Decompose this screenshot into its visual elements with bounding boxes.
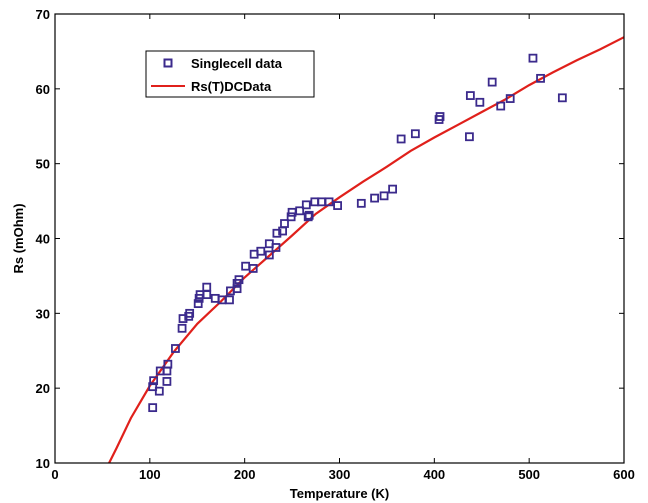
y-tick-label: 60 bbox=[36, 82, 50, 97]
data-point bbox=[396, 134, 406, 144]
x-tick-label: 300 bbox=[329, 467, 351, 482]
x-tick-label: 500 bbox=[518, 467, 540, 482]
data-point bbox=[303, 212, 313, 222]
y-tick-label: 70 bbox=[36, 7, 50, 22]
data-point bbox=[505, 94, 515, 103]
data-point bbox=[286, 212, 296, 222]
data-point bbox=[264, 250, 274, 260]
x-tick-label: 100 bbox=[139, 467, 161, 482]
data-point bbox=[193, 299, 203, 309]
legend-label-rs-dc: Rs(T)DCData bbox=[191, 79, 272, 94]
data-point bbox=[356, 198, 366, 208]
data-point bbox=[202, 290, 212, 300]
y-tick-label: 10 bbox=[36, 456, 50, 471]
data-point bbox=[272, 228, 282, 238]
data-point bbox=[148, 382, 158, 392]
data-point bbox=[185, 308, 195, 318]
plot-data-layer bbox=[108, 36, 625, 464]
data-point bbox=[295, 206, 305, 216]
x-tick-label: 400 bbox=[423, 467, 445, 482]
data-point bbox=[301, 200, 311, 210]
data-point bbox=[410, 129, 420, 139]
data-point bbox=[370, 193, 379, 203]
data-point bbox=[280, 219, 289, 228]
data-point bbox=[379, 191, 389, 201]
y-tick-label: 40 bbox=[36, 232, 50, 247]
data-point bbox=[149, 376, 159, 386]
data-point bbox=[271, 243, 281, 252]
data-point bbox=[388, 184, 398, 194]
data-point bbox=[465, 132, 474, 142]
data-point bbox=[177, 323, 187, 333]
data-point bbox=[232, 284, 242, 294]
y-axis-label: Rs (mOhm) bbox=[11, 203, 26, 273]
data-point bbox=[256, 246, 266, 256]
legend-box bbox=[145, 50, 315, 98]
y-tick-label: 20 bbox=[36, 381, 50, 396]
data-point bbox=[528, 53, 538, 63]
data-point bbox=[496, 101, 506, 111]
data-point bbox=[154, 386, 164, 396]
x-tick-label: 0 bbox=[51, 467, 58, 482]
series-line-rs-dc bbox=[108, 36, 625, 464]
data-point bbox=[234, 275, 244, 285]
data-point bbox=[475, 97, 485, 107]
data-point bbox=[163, 359, 173, 369]
data-point bbox=[225, 295, 234, 305]
data-point bbox=[162, 377, 172, 386]
legend: Singlecell data Rs(T)DCData bbox=[145, 50, 315, 98]
data-point bbox=[487, 77, 497, 87]
y-tick-label: 30 bbox=[36, 306, 50, 321]
legend-marker-singlecell bbox=[163, 58, 173, 68]
x-tick-label: 200 bbox=[234, 467, 256, 482]
legend-label-singlecell: Singlecell data bbox=[191, 56, 283, 71]
data-point bbox=[435, 112, 445, 121]
data-point bbox=[465, 91, 475, 100]
data-point bbox=[148, 403, 158, 413]
data-point bbox=[557, 93, 567, 103]
data-point bbox=[248, 264, 258, 273]
data-point bbox=[178, 314, 188, 323]
x-axis-label: Temperature (K) bbox=[290, 486, 389, 501]
data-point bbox=[171, 344, 180, 353]
x-tick-label: 600 bbox=[613, 467, 635, 482]
data-point bbox=[324, 197, 334, 207]
data-point bbox=[304, 210, 314, 220]
data-point bbox=[333, 201, 343, 210]
data-point bbox=[536, 73, 545, 83]
y-tick-label: 50 bbox=[36, 157, 50, 172]
axis-ticks: 0 100 200 300 400 500 600 10 20 30 40 50 60 70 bbox=[36, 7, 635, 482]
